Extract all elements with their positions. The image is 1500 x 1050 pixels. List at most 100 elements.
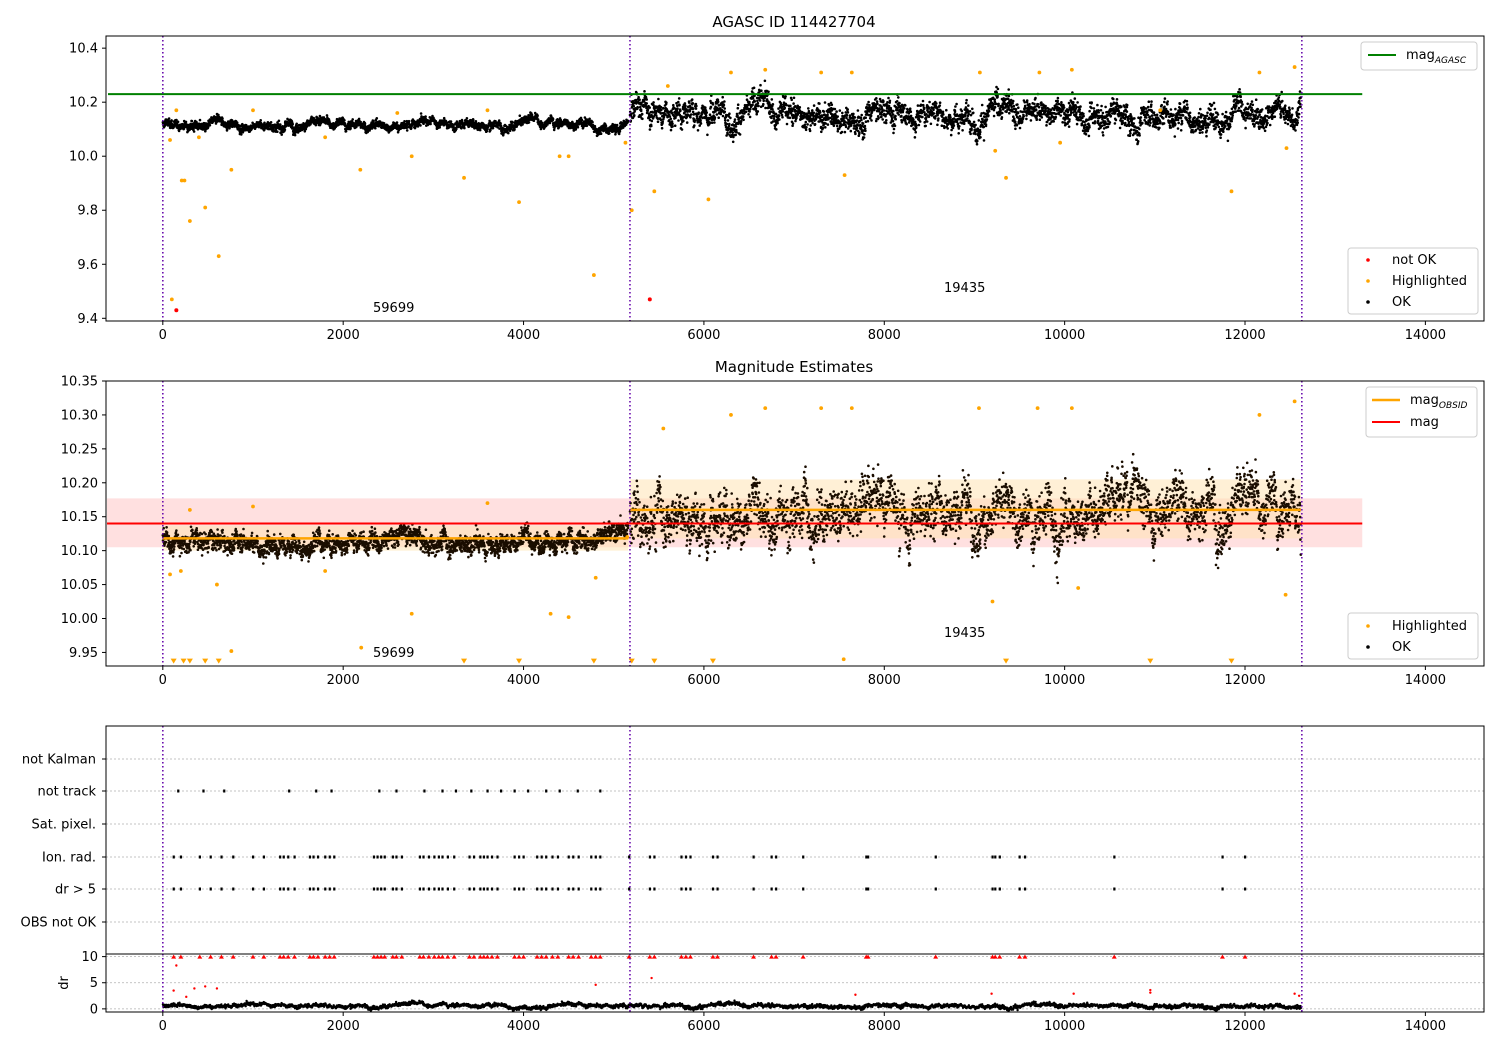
flag-point bbox=[689, 887, 692, 891]
flag-point bbox=[599, 789, 602, 793]
flag-point bbox=[316, 887, 320, 891]
capped-dr-marker bbox=[549, 954, 555, 959]
highlighted-point bbox=[1004, 175, 1008, 180]
flag-point bbox=[308, 855, 312, 859]
capped-dr-marker bbox=[281, 954, 287, 959]
obsid-annotation-1: 59699 bbox=[373, 646, 414, 661]
highlighted-below-marker bbox=[590, 658, 597, 664]
flag-point bbox=[380, 855, 383, 859]
highlighted-below-marker bbox=[215, 658, 222, 664]
flag-point bbox=[333, 887, 336, 891]
flag-point bbox=[496, 887, 499, 891]
highlighted-below-marker bbox=[1003, 658, 1010, 664]
not-ok-point bbox=[215, 987, 219, 990]
capped-dr-marker bbox=[997, 954, 1003, 959]
flag-point bbox=[934, 855, 937, 859]
highlighted-below-marker bbox=[186, 658, 193, 664]
flag-point bbox=[684, 887, 688, 891]
flag-point bbox=[577, 855, 580, 859]
capped-dr-marker bbox=[626, 954, 632, 959]
flag-point bbox=[867, 855, 870, 859]
highlighted-point bbox=[566, 154, 571, 159]
legend-ok: OK bbox=[1392, 640, 1411, 655]
flag-point bbox=[770, 887, 773, 891]
y-tick-label: 9.6 bbox=[77, 258, 98, 273]
magnitude-plot-frame bbox=[105, 380, 1485, 667]
capped-dr-marker bbox=[291, 954, 297, 959]
not-ok-point bbox=[185, 995, 188, 999]
capped-dr-marker bbox=[178, 954, 184, 959]
capped-dr-marker bbox=[714, 954, 720, 959]
flag-point bbox=[333, 855, 336, 859]
capped-dr-marker bbox=[992, 954, 998, 959]
flag-point bbox=[479, 855, 482, 859]
flag-point bbox=[711, 855, 715, 859]
flag-point bbox=[380, 887, 383, 891]
flag-point bbox=[376, 887, 379, 891]
flag-point bbox=[513, 887, 516, 891]
flags-plot-frame bbox=[105, 725, 1485, 955]
capped-dr-marker bbox=[230, 954, 236, 959]
highlighted-point bbox=[1283, 592, 1288, 597]
flag-point bbox=[536, 887, 539, 891]
highlighted-point bbox=[168, 138, 172, 142]
flag-point bbox=[454, 789, 458, 793]
highlighted-below-marker bbox=[180, 658, 187, 664]
flag-point bbox=[437, 855, 440, 859]
flag-point bbox=[1018, 887, 1021, 891]
flag-point bbox=[209, 855, 212, 859]
x-tick-label: 8000 bbox=[868, 673, 901, 688]
flag-point bbox=[441, 887, 444, 891]
capped-dr-marker bbox=[687, 954, 693, 959]
highlighted-point bbox=[1037, 70, 1042, 75]
y-tick-label: 10.00 bbox=[61, 612, 98, 627]
not-ok-point bbox=[172, 989, 175, 992]
highlighted-point bbox=[548, 611, 553, 616]
highlighted-point bbox=[1229, 189, 1234, 194]
highlighted-point bbox=[216, 254, 221, 259]
ok-points bbox=[628, 452, 1303, 585]
flag-point bbox=[628, 855, 631, 859]
capped-dr-marker bbox=[374, 954, 380, 959]
highlighted-point bbox=[517, 200, 521, 205]
flag-point bbox=[312, 887, 315, 891]
flag-point bbox=[232, 887, 235, 891]
highlighted-point bbox=[169, 297, 174, 302]
capped-dr-marker bbox=[445, 954, 451, 959]
x-tick-label: 12000 bbox=[1224, 673, 1265, 688]
flag-point bbox=[422, 855, 425, 859]
flag-point bbox=[209, 887, 212, 891]
highlighted-point bbox=[1069, 67, 1074, 72]
y-tick-label: 0 bbox=[90, 1002, 98, 1017]
flag-category-label: Ion. rad. bbox=[42, 851, 96, 866]
flag-point bbox=[472, 855, 476, 859]
highlighted-point bbox=[990, 599, 995, 604]
flag-point bbox=[802, 855, 805, 859]
not-ok-point bbox=[990, 992, 993, 995]
flag-point bbox=[648, 855, 652, 859]
flag-point bbox=[328, 887, 331, 891]
flag-point bbox=[395, 855, 398, 859]
flag-point bbox=[279, 887, 282, 891]
highlighted-point bbox=[557, 154, 562, 159]
x-tick-label: 6000 bbox=[687, 328, 720, 343]
capped-dr-marker bbox=[436, 954, 442, 959]
capped-dr-marker bbox=[307, 954, 313, 959]
flag-category-label: dr > 5 bbox=[55, 883, 96, 898]
highlighted-point bbox=[593, 575, 598, 580]
legend-mag: mag bbox=[1410, 415, 1439, 430]
x-tick-label: 10000 bbox=[1044, 328, 1085, 343]
highlighted-point bbox=[359, 645, 364, 650]
capped-dr-marker bbox=[277, 954, 283, 959]
flag-point bbox=[934, 887, 937, 891]
flag-point bbox=[376, 855, 379, 859]
highlighted-point bbox=[706, 197, 711, 202]
capped-dr-marker bbox=[261, 954, 267, 959]
flag-point bbox=[572, 887, 575, 891]
flag-category-label: not track bbox=[37, 785, 96, 800]
flag-point bbox=[1244, 855, 1247, 859]
capped-dr-marker bbox=[197, 954, 203, 959]
flag-point bbox=[262, 887, 266, 891]
x-tick-label: 12000 bbox=[1224, 1019, 1265, 1034]
x-tick-label: 10000 bbox=[1044, 1019, 1085, 1034]
